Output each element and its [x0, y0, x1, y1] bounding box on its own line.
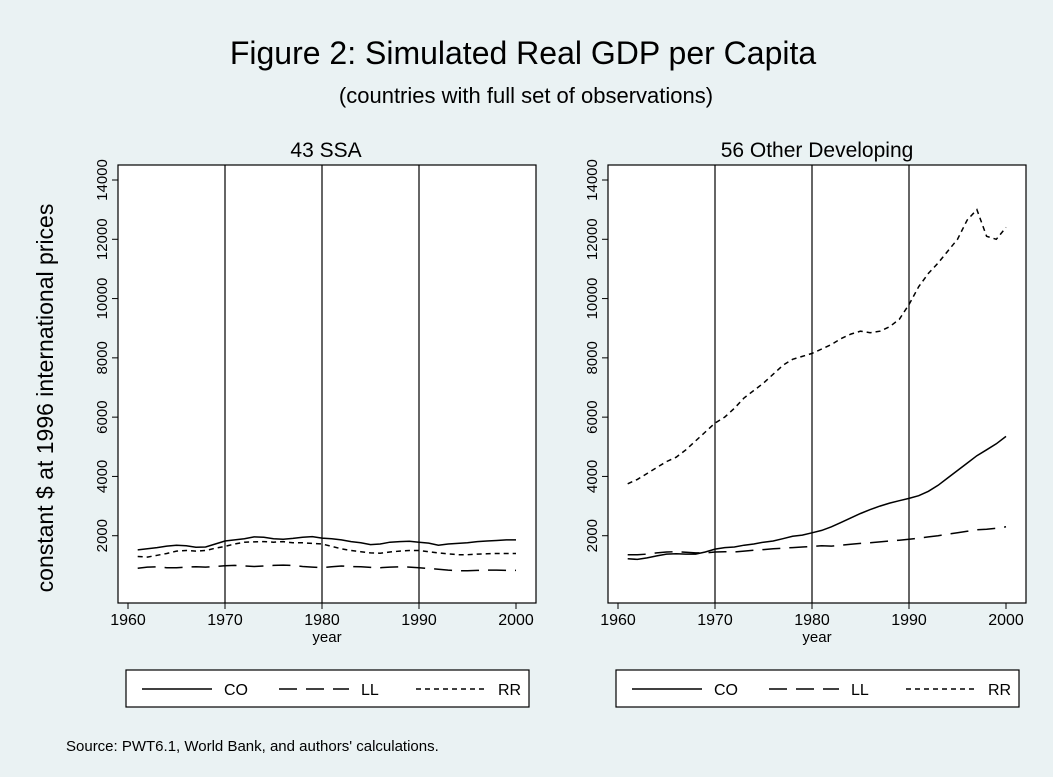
y-tick-label: 10000 — [94, 278, 111, 320]
y-tick-label: 2000 — [584, 519, 601, 552]
y-tick-label: 8000 — [94, 341, 111, 374]
x-tick-label: 1970 — [697, 612, 733, 629]
legend-label-rr: RR — [498, 682, 521, 699]
chart-panel-1: 43 SSA 2000 4000 6000 8000 10000 12000 14000 196… — [94, 139, 537, 708]
x-tick-label: 1960 — [110, 612, 146, 629]
x-tick-label: 2000 — [498, 612, 534, 629]
chart-panel-2: 56 Other Developing 2000 4000 6000 8000 10000… — [584, 139, 1027, 708]
x-axis-label: year — [312, 629, 341, 646]
y-tick-label: 14000 — [584, 159, 601, 201]
x-tick-label: 1960 — [600, 612, 636, 629]
x-axis-label: year — [802, 629, 831, 646]
series-line-ll — [137, 564, 516, 572]
x-tick-label: 1970 — [207, 612, 243, 629]
series-line-rr — [627, 208, 1007, 485]
series-line-co — [627, 435, 1007, 561]
figure-subtitle: (countries with full set of observations… — [339, 83, 713, 108]
source-note: Source: PWT6.1, World Bank, and authors'… — [66, 738, 439, 755]
y-tick-label: 6000 — [94, 400, 111, 433]
x-tick-label: 1980 — [304, 612, 340, 629]
y-tick-label: 12000 — [584, 218, 601, 260]
legend-label-rr: RR — [988, 682, 1011, 699]
figure-title: Figure 2: Simulated Real GDP per Capita — [230, 35, 817, 71]
panel-title: 56 Other Developing — [721, 139, 914, 162]
x-tick-label: 2000 — [988, 612, 1024, 629]
series-line-rr — [137, 540, 516, 558]
legend-label-ll: LL — [851, 682, 869, 699]
series-line-ll — [627, 526, 1007, 556]
y-tick-label: 6000 — [584, 400, 601, 433]
x-tick-label: 1990 — [891, 612, 927, 629]
panel-title: 43 SSA — [290, 139, 361, 162]
plot-area — [607, 164, 1027, 604]
series-line-co — [137, 535, 516, 551]
y-tick-label: 8000 — [584, 341, 601, 374]
y-tick-label: 10000 — [584, 278, 601, 320]
y-tick-label: 2000 — [94, 519, 111, 552]
legend-label-co: CO — [714, 682, 738, 699]
legend-label-co: CO — [224, 682, 248, 699]
y-tick-label: 12000 — [94, 218, 111, 260]
plot-area — [117, 164, 537, 604]
y-tick-label: 4000 — [584, 460, 601, 493]
x-tick-label: 1980 — [794, 612, 830, 629]
x-tick-label: 1990 — [401, 612, 437, 629]
legend-label-ll: LL — [361, 682, 379, 699]
y-axis-label: constant $ at 1996 international prices — [32, 204, 58, 593]
chart-panels: 43 SSA 2000 4000 6000 8000 10000 12000 14000 196… — [94, 139, 1027, 708]
y-tick-label: 4000 — [94, 460, 111, 493]
y-tick-label: 14000 — [94, 159, 111, 201]
